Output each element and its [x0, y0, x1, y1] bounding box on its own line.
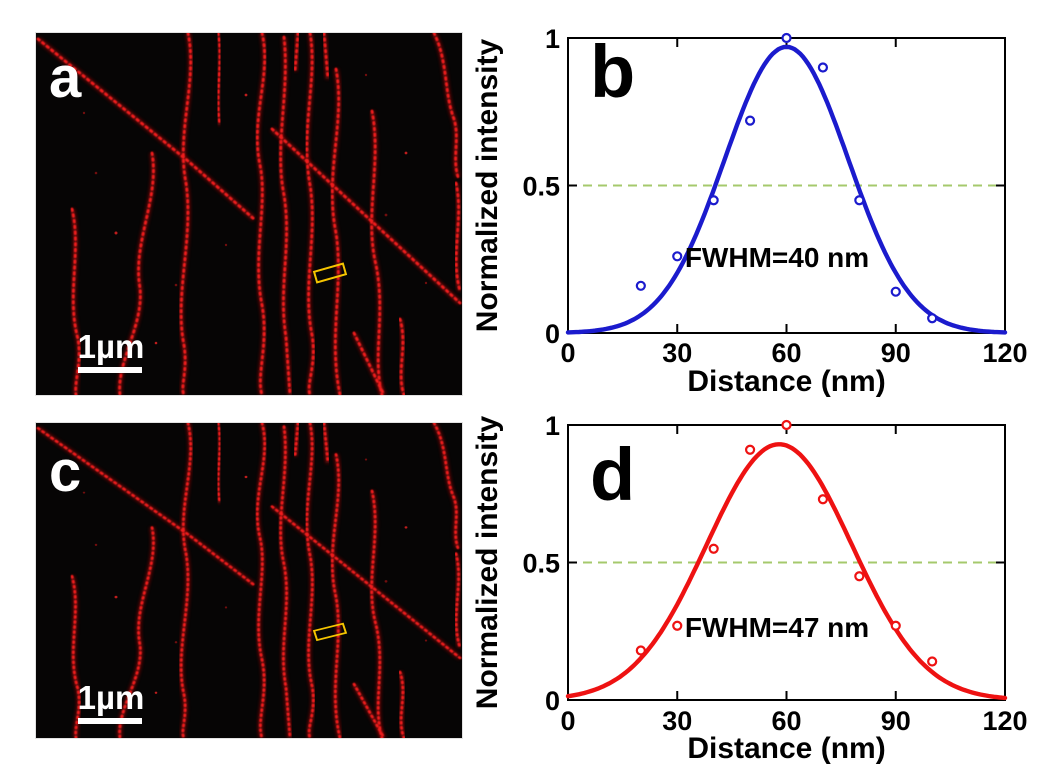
scalebar-label-c: 1µm — [77, 679, 145, 716]
y-tick-label: 1 — [545, 24, 560, 54]
panel-label-b: b — [590, 30, 635, 113]
data-point-marker — [817, 62, 829, 73]
x-tick-label: 120 — [982, 338, 1027, 368]
y-axis-label: Normalized intensity — [471, 415, 504, 709]
data-point-marker — [781, 419, 792, 431]
data-point-marker — [890, 286, 901, 297]
chart-panel-b: 0 30 60 90 120 0 0.5 1 Distance (nm) Normalized i… — [471, 24, 1028, 398]
micrograph-panel-a: a 1µm — [35, 32, 463, 396]
data-point-marker — [708, 543, 719, 554]
data-point-marker — [635, 645, 646, 656]
data-point-marker — [744, 444, 756, 455]
x-tick-label: 90 — [881, 706, 911, 736]
x-tick-label: 30 — [662, 338, 692, 368]
y-axis-label: Normalized intensity — [471, 38, 504, 332]
y-tick-label: 0 — [545, 319, 560, 349]
y-tick-label: 0.5 — [522, 172, 560, 202]
data-point-marker — [672, 620, 683, 631]
data-point-marker — [854, 195, 865, 206]
data-point-marker — [854, 571, 865, 582]
x-tick-label: 90 — [881, 338, 911, 368]
x-tick-label: 0 — [560, 706, 575, 736]
micrograph-panel-c: c 1µm — [35, 422, 463, 739]
gaussian-fit-curve — [565, 442, 1008, 701]
data-point-marker — [817, 494, 829, 505]
x-tick-label: 60 — [771, 706, 801, 736]
x-tick-label: 60 — [771, 338, 801, 368]
scalebar-c — [78, 718, 142, 724]
fwhm-annotation: FWHM=40 nm — [685, 242, 869, 273]
x-tick-label: 120 — [982, 706, 1027, 736]
scalebar-label-a: 1µm — [77, 328, 145, 365]
x-tick-label: 30 — [662, 706, 692, 736]
data-point-marker — [635, 280, 646, 291]
data-point-marker — [927, 656, 938, 667]
panel-label-a: a — [49, 45, 82, 110]
panel-label-c: c — [49, 439, 82, 504]
panel-label-d: d — [590, 433, 635, 516]
data-point-marker — [672, 251, 683, 262]
data-point-marker — [708, 195, 719, 206]
data-point-marker — [781, 32, 792, 44]
scalebar-a — [78, 367, 142, 373]
x-tick-label: 0 — [560, 338, 575, 368]
x-axis-label: Distance (nm) — [687, 732, 885, 765]
data-point-marker — [744, 115, 756, 126]
y-tick-label: 0.5 — [522, 549, 560, 579]
data-point-marker — [927, 313, 938, 324]
x-axis-label: Distance (nm) — [687, 365, 885, 398]
data-point-marker — [890, 620, 901, 631]
y-tick-label: 0 — [545, 686, 560, 716]
chart-panel-d: 0 30 60 90 120 0 0.5 1 Distance (nm) Normalized i… — [471, 411, 1028, 765]
fwhm-annotation: FWHM=47 nm — [685, 612, 869, 643]
y-tick-label: 1 — [545, 411, 560, 441]
